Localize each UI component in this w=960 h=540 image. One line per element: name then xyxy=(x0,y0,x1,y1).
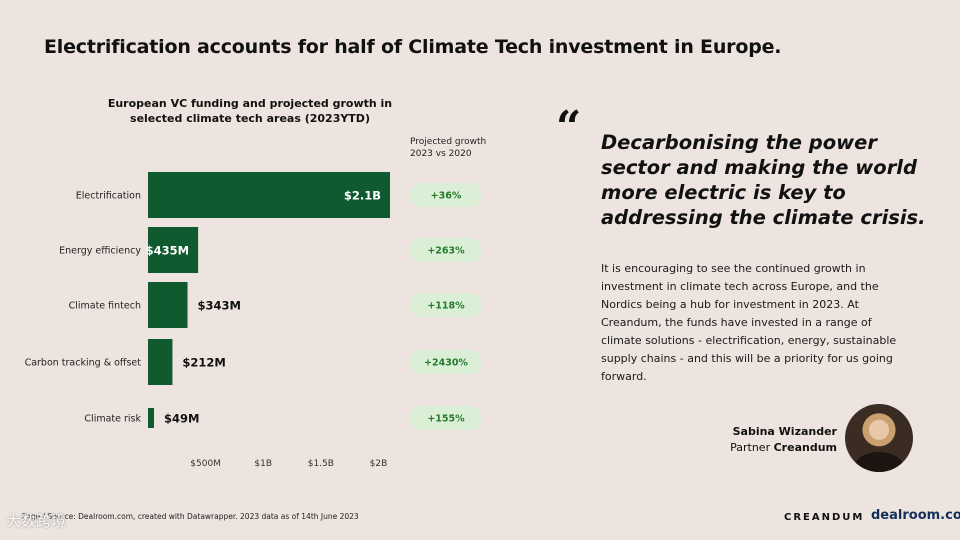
x-tick-label: $500M xyxy=(190,459,221,469)
bar-chart: Electrification $2.1B +36% Energy efficienc… xyxy=(25,172,482,469)
chart-title: European VC funding and projected growth… xyxy=(107,97,393,125)
signature-role: Partner Creandum xyxy=(730,441,837,454)
signature-role-prefix: Partner xyxy=(730,441,771,454)
signature-name: Sabina Wizander xyxy=(732,425,837,438)
growth-header-line-1: Projected growth xyxy=(410,137,487,147)
growth-pill xyxy=(410,293,482,317)
x-tick-label: $1B xyxy=(254,459,272,469)
quote-body: It is encouraging to see the continued g… xyxy=(601,262,897,383)
bar xyxy=(148,227,199,273)
growth-label: +263% xyxy=(427,246,465,257)
value-label: $212M xyxy=(182,356,225,370)
growth-pill xyxy=(410,183,482,207)
x-tick-label: $2B xyxy=(370,459,388,469)
growth-label: +118% xyxy=(427,301,465,312)
value-label: $2.1B xyxy=(344,189,381,203)
page-title: Electrification accounts for half of Cli… xyxy=(44,36,782,58)
growth-pill xyxy=(410,238,482,262)
value-label: $49M xyxy=(164,412,199,426)
signature-company: Creandum xyxy=(773,441,837,454)
bar xyxy=(148,339,173,385)
category-label: Carbon tracking & offset xyxy=(25,358,142,369)
creandum-logo[interactable]: CREANDUM xyxy=(784,512,865,523)
growth-pill xyxy=(410,406,482,430)
bar xyxy=(148,172,390,218)
value-label: $343M xyxy=(198,299,241,313)
bar xyxy=(148,408,154,428)
source-note: Page / Source: Dealroom.com, created wit… xyxy=(22,512,359,521)
category-label: Climate fintech xyxy=(69,301,141,312)
growth-header-line-2: 2023 vs 2020 xyxy=(410,149,472,159)
category-label: Climate risk xyxy=(84,414,141,425)
watermark: 大数跨境 xyxy=(6,512,67,530)
growth-header: Projected growth 2023 vs 2020 xyxy=(410,136,486,160)
quote-headline: Decarbonising the power sector and makin… xyxy=(601,131,926,229)
x-tick-label: $1.5B xyxy=(308,459,334,469)
growth-label: +2430% xyxy=(424,358,468,369)
value-label: $435M xyxy=(146,244,189,258)
bar xyxy=(148,282,188,328)
dealroom-logo[interactable]: dealroom.co xyxy=(871,508,960,523)
category-label: Energy efficiency xyxy=(59,246,141,257)
quote-mark-icon: “ xyxy=(556,102,582,153)
growth-label: +155% xyxy=(427,414,465,425)
growth-label: +36% xyxy=(431,191,462,202)
avatar xyxy=(845,404,913,472)
growth-pill xyxy=(410,350,482,374)
category-label: Electrification xyxy=(76,191,141,202)
